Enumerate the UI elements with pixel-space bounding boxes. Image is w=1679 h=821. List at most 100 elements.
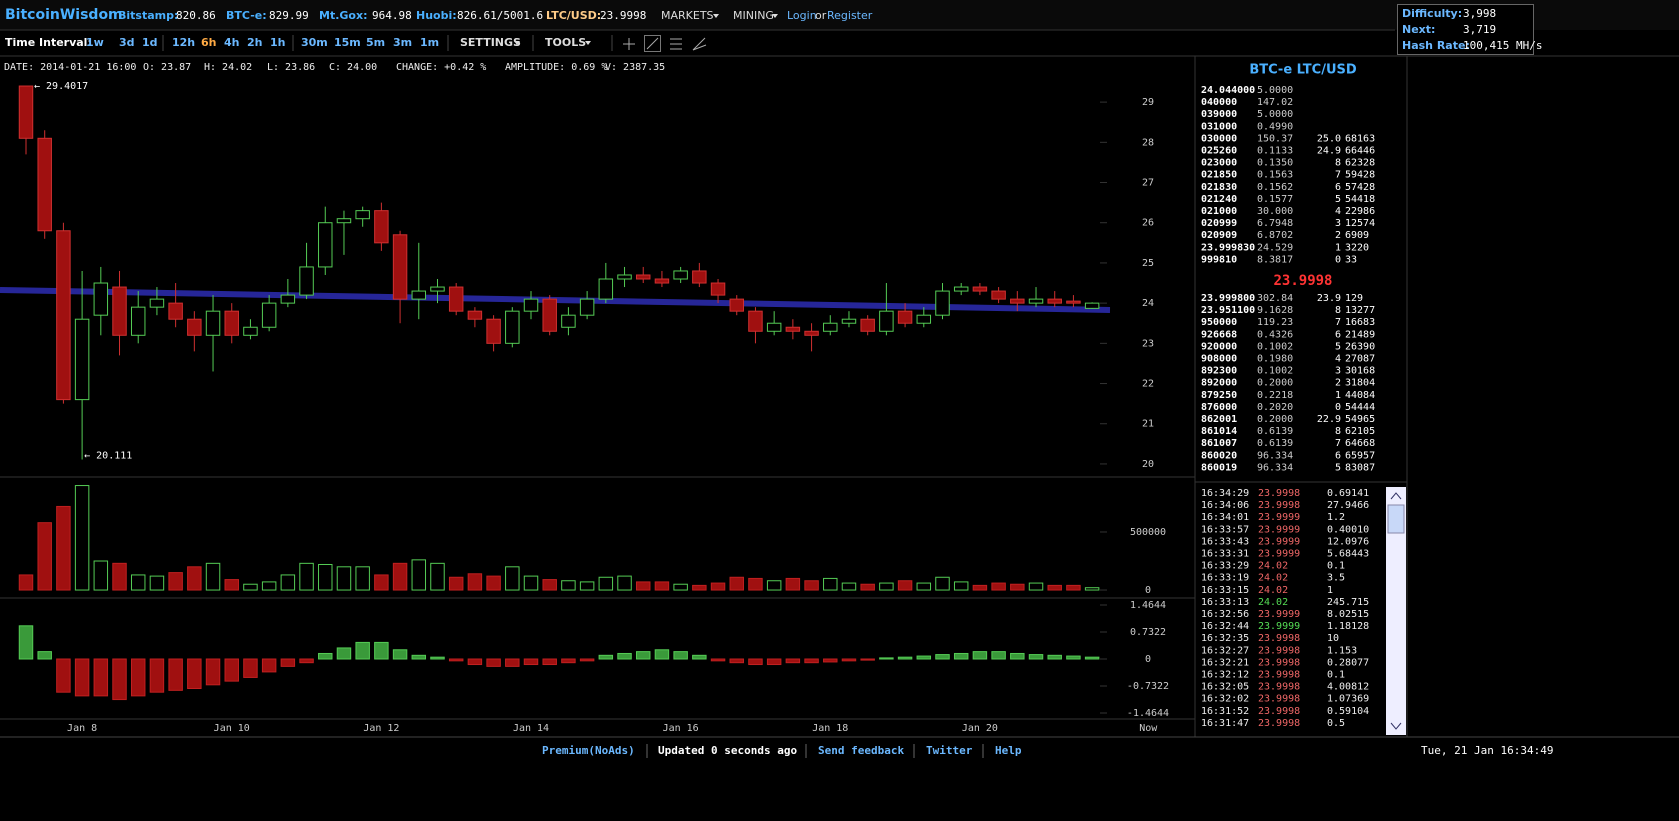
- book-sum-price: 3: [1335, 366, 1341, 377]
- status: Updated 0 seconds ago: [658, 744, 797, 757]
- footer-link[interactable]: Help: [995, 744, 1022, 757]
- book-sum-amount: 62328: [1345, 158, 1375, 169]
- book-price: 040000: [1201, 97, 1237, 108]
- volume-bar: [561, 580, 576, 591]
- book-price: 861014: [1201, 426, 1237, 437]
- candle-body: [1010, 298, 1025, 304]
- line-tool-box[interactable]: [644, 35, 661, 52]
- interval-button[interactable]: 3m: [393, 36, 412, 49]
- candle-body: [37, 137, 52, 232]
- footer-link[interactable]: Premium(NoAds): [542, 744, 635, 757]
- volume-bar: [897, 580, 913, 591]
- trade-price: 23.9998: [1258, 645, 1300, 656]
- interval-button[interactable]: 15m: [334, 36, 361, 49]
- scroll-up[interactable]: [1390, 492, 1402, 500]
- ohlc-info: AMPLITUDE: 0.69 %: [505, 62, 607, 73]
- y-tick-label: 28: [1142, 137, 1154, 148]
- network-value: 3,719: [1463, 23, 1496, 36]
- login-link[interactable]: Login: [787, 9, 817, 22]
- interval-button[interactable]: 3d: [119, 36, 135, 49]
- trade-time: 16:32:44: [1201, 621, 1249, 632]
- volume-bar: [598, 576, 614, 591]
- book-price: 920000: [1201, 341, 1237, 352]
- scroll-down[interactable]: [1390, 722, 1402, 730]
- volume-bar: [1084, 587, 1100, 591]
- candle-body: [673, 270, 688, 280]
- book-sum-price: 5: [1335, 341, 1341, 352]
- dropdown-arrow: [514, 41, 520, 45]
- trade-price: 23.9999: [1258, 536, 1300, 547]
- tools-menu[interactable]: TOOLS: [545, 36, 586, 49]
- markets-menu[interactable]: MARKETS: [661, 9, 714, 22]
- scrollbar[interactable]: [1386, 487, 1406, 735]
- interval-button[interactable]: 5m: [366, 36, 385, 49]
- trade-time: 16:32:56: [1201, 609, 1249, 620]
- book-price: 23.999830: [1201, 242, 1255, 253]
- book-amount: 0.1350: [1257, 158, 1293, 169]
- book-price: 020909: [1201, 230, 1237, 241]
- candle-body: [505, 310, 520, 344]
- macd-bar: [37, 651, 52, 660]
- ohlc-info: C: 24.00: [329, 62, 377, 73]
- trade-amount: 8.02515: [1327, 609, 1369, 620]
- mining-menu[interactable]: MINING: [733, 9, 774, 22]
- footer-link[interactable]: Send feedback: [818, 744, 904, 757]
- trade-time: 16:33:43: [1201, 536, 1249, 547]
- brand[interactable]: BitcoinWisdom: [5, 7, 123, 23]
- interval-button[interactable]: 1d: [142, 36, 158, 49]
- candle-body: [130, 306, 146, 336]
- macd-bar: [486, 658, 501, 667]
- y-tick-label: 24: [1142, 298, 1154, 309]
- interval-button[interactable]: 1h: [270, 36, 286, 49]
- volume-bar: [149, 575, 165, 591]
- macd-bar: [56, 658, 71, 693]
- price-value: 829.99: [269, 9, 309, 22]
- interval-button[interactable]: 6h: [201, 36, 217, 49]
- price-label[interactable]: LTC/USD:: [546, 9, 601, 22]
- y-tick-label: -0.7322: [1127, 681, 1169, 692]
- volume-bar: [785, 577, 801, 591]
- macd-bar: [785, 658, 801, 664]
- register-link[interactable]: Register: [827, 9, 873, 22]
- price-label[interactable]: Huobi:: [416, 9, 457, 22]
- book-price: 021000: [1201, 206, 1237, 217]
- hline-tool[interactable]: [670, 38, 682, 50]
- book-sum-price: 22.9: [1317, 414, 1341, 425]
- candle-body: [785, 326, 801, 332]
- volume-bar: [224, 579, 239, 591]
- macd-bar: [74, 658, 90, 697]
- fib-tool[interactable]: [692, 37, 707, 51]
- volume-bar: [935, 576, 950, 591]
- x-tick-label: Jan 12: [363, 723, 399, 734]
- trade-price: 23.9998: [1258, 706, 1300, 717]
- macd-bar: [935, 654, 950, 660]
- price-label[interactable]: Mt.Gox:: [319, 9, 367, 22]
- price-label[interactable]: Bitstamp:: [118, 9, 178, 22]
- interval-button[interactable]: 1m: [420, 36, 439, 49]
- macd-bar: [860, 658, 875, 661]
- volume-bar: [355, 566, 370, 591]
- settings-menu[interactable]: SETTINGS: [460, 36, 521, 49]
- macd-bar: [336, 647, 352, 660]
- book-amount: 0.1133: [1257, 146, 1293, 157]
- footer-link[interactable]: Twitter: [926, 744, 973, 757]
- interval-button[interactable]: 4h: [224, 36, 240, 49]
- interval-button[interactable]: 30m: [301, 36, 328, 49]
- interval-button[interactable]: 2h: [247, 36, 263, 49]
- price-value: 23.9998: [600, 9, 646, 22]
- trade-price: 24.02: [1258, 561, 1288, 572]
- price-label[interactable]: BTC-e:: [226, 9, 267, 22]
- line-tool[interactable]: [646, 37, 659, 50]
- book-amount: 0.1577: [1257, 194, 1293, 205]
- crosshair-tool[interactable]: [623, 38, 635, 50]
- interval-button[interactable]: 1w: [86, 36, 104, 49]
- book-price: 23.951100: [1201, 305, 1255, 316]
- interval-button[interactable]: 12h: [172, 36, 195, 49]
- book-sum-price: 0: [1335, 402, 1341, 413]
- trade-price: 23.9999: [1258, 549, 1300, 560]
- scroll-thumb[interactable]: [1387, 504, 1405, 534]
- candle-body: [1084, 302, 1100, 309]
- candle-body: [56, 230, 71, 401]
- macd-bar: [355, 641, 370, 660]
- trade-amount: 10: [1327, 633, 1339, 644]
